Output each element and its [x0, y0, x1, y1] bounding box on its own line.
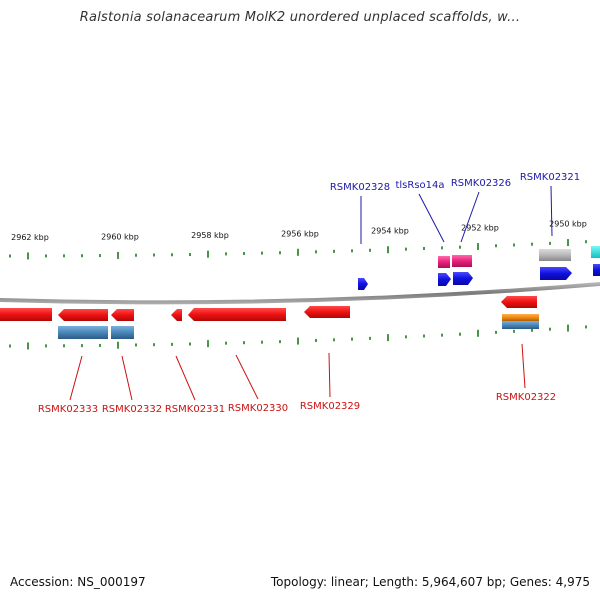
forward-gene-offscreen[interactable] [591, 246, 600, 276]
scale-label: 2962 kbp [11, 233, 49, 242]
gene-label-RSMK02322[interactable]: RSMK02322 [496, 392, 556, 403]
gene-label-RSMK02332[interactable]: RSMK02332 [102, 404, 162, 415]
gene-label-RSMK02321[interactable]: RSMK02321 [520, 172, 580, 183]
reverse-gene-RSMK02332[interactable] [111, 309, 134, 339]
reverse-gene-RSMK02330[interactable] [188, 308, 286, 321]
gene-labels[interactable]: RSMK02328 tlsRso14a RSMK02326 RSMK02321 RSMK… [38, 172, 580, 415]
leader-line [69, 355, 83, 401]
scale-label: 2954 kbp [371, 227, 409, 236]
reverse-gene-RSMK02329[interactable] [304, 306, 350, 318]
forward-gene-RSMK02328[interactable] [358, 278, 368, 290]
scale-label: 2950 kbp [549, 220, 587, 229]
reverse-gene-RSMK02322[interactable] [501, 296, 539, 329]
scale-label: 2960 kbp [101, 232, 139, 241]
scale-label: 2952 kbp [461, 223, 499, 232]
gene-label-RSMK02326[interactable]: RSMK02326 [451, 178, 511, 189]
forward-gene-RSMK02321[interactable] [539, 249, 572, 280]
leader-line [550, 185, 553, 237]
accession-text: Accession: NS_000197 [10, 575, 146, 589]
gene-label-RSMK02328[interactable]: RSMK02328 [330, 182, 390, 193]
genome-summary-text: Topology: linear; Length: 5,964,607 bp; … [270, 575, 590, 589]
scale-ticks-bottom [9, 324, 587, 350]
gene-label-RSMK02331[interactable]: RSMK02331 [165, 404, 225, 415]
gene-label-RSMK02329[interactable]: RSMK02329 [300, 401, 360, 412]
gene-label-tlsRso14a[interactable]: tlsRso14a [395, 180, 444, 191]
scale-label: 2956 kbp [281, 229, 319, 238]
map-title: Ralstonia solanacearum MolK2 unordered u… [79, 10, 521, 25]
chromosome-backbone [0, 282, 600, 305]
leader-line [121, 355, 133, 401]
leader-line [235, 354, 259, 400]
scale-label: 2958 kbp [191, 231, 229, 240]
scale-labels: 2962 kbp 2960 kbp 2958 kbp 2956 kbp 2954 kbp… [11, 220, 587, 242]
leader-line [460, 191, 480, 243]
forward-gene-RSMK02326[interactable] [452, 255, 473, 285]
reverse-gene-RSMK02331[interactable] [171, 309, 182, 321]
forward-feature-tlsRso14a[interactable] [438, 256, 451, 286]
scale-ticks-top [9, 239, 587, 260]
leader-line [521, 343, 526, 389]
leader-line [418, 193, 445, 243]
reverse-gene-RSMK02333[interactable] [0, 308, 108, 339]
gene-label-RSMK02330[interactable]: RSMK02330 [228, 403, 288, 414]
leader-line [328, 352, 331, 398]
leader-line [175, 355, 196, 401]
gene-label-RSMK02333[interactable]: RSMK02333 [38, 404, 98, 415]
